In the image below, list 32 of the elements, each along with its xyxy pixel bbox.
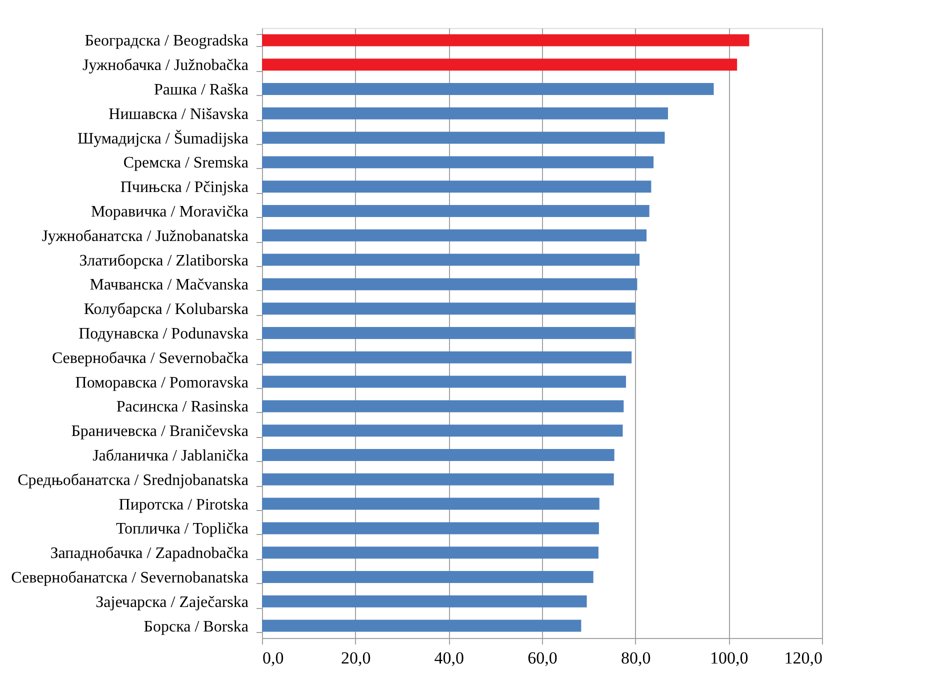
y-tick-label: Браничевска / Braničevska — [71, 423, 248, 440]
y-tick-label: Београдска / Beogradska — [84, 32, 248, 50]
y-tick-label: Борска / Borska — [144, 618, 248, 636]
y-tick-label: Јужнобачка / Južnobačka — [82, 57, 248, 74]
x-tick-label: 40,0 — [434, 648, 464, 668]
x-tick-label: 60,0 — [528, 648, 558, 668]
y-tick-label: Мачванска / Mačvanska — [90, 276, 248, 294]
y-tick-label: Пиротска / Pirotska — [118, 496, 248, 514]
y-tick-label: Јужнобанатска / Južnobanatska — [42, 228, 248, 245]
y-tick-label: Јабланичка / Jablanička — [92, 448, 248, 464]
y-tick-label: Западнобачка / Zapadnobačka — [50, 545, 248, 562]
y-tick-label: Рашка / Raška — [154, 82, 248, 98]
y-tick-label: Средњобанатска / Srednjobanatska — [18, 472, 248, 489]
y-tick-label: Нишавска / Nišavska — [108, 106, 248, 123]
y-tick-label: Севернобанатска / Severnobanatska — [11, 570, 248, 586]
x-tick-label: 120,0 — [784, 648, 822, 668]
x-tick-label: 100,0 — [710, 648, 748, 668]
y-tick-label: Моравичка / Moravička — [91, 204, 248, 220]
y-tick-label: Топличка / Toplička — [116, 520, 248, 538]
y-tick-label: Златиборска / Zlatiborska — [79, 252, 248, 270]
x-tick-label: 20,0 — [340, 648, 371, 668]
y-tick-label: Севернобачка / Severnobačka — [52, 350, 248, 367]
y-tick-label: Подунавска / Podunavska — [78, 326, 248, 342]
y-tick-label: Колубарска / Kolubarska — [84, 301, 248, 318]
x-tick-label: 0,0 — [262, 648, 284, 668]
y-tick-label: Расинска / Rasinska — [116, 398, 248, 416]
y-tick-label: Шумадијска / Šumadijska — [77, 129, 248, 148]
x-tick-label: 80,0 — [620, 648, 651, 668]
y-tick-label: Сремска / Sremska — [123, 154, 248, 172]
y-tick-label: Поморавска / Pomoravska — [75, 374, 248, 392]
y-tick-label: Пчињска / Pčinjska — [120, 179, 248, 196]
y-tick-label: Зајечарска / Zaječarska — [96, 594, 248, 611]
